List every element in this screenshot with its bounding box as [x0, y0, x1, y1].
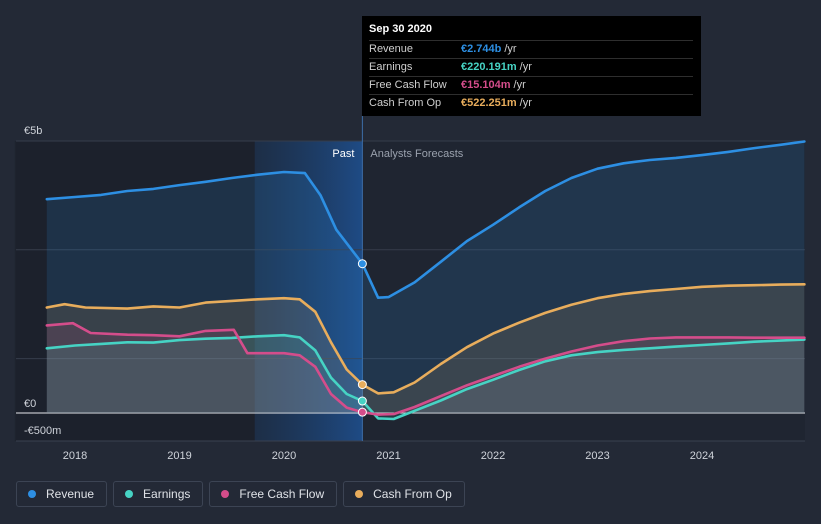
legend-item-free-cash-flow[interactable]: Free Cash Flow	[209, 481, 338, 507]
x-tick-label: 2023	[585, 450, 609, 462]
area-cash-from-op	[46, 284, 805, 413]
legend-label: Earnings	[143, 487, 191, 501]
line-cash-from-op	[45, 283, 806, 395]
area-revenue	[46, 141, 805, 413]
y-tick-label: €0	[24, 398, 36, 410]
legend-dot-icon	[221, 490, 230, 498]
line-earnings	[45, 333, 806, 421]
x-tick-label: 2021	[376, 450, 400, 462]
line-revenue	[45, 140, 806, 299]
x-tick-label: 2020	[272, 450, 296, 462]
tooltip: Sep 30 2020 Revenue €2.744b /yr Earnings…	[362, 16, 701, 116]
line-free-cash-flow	[45, 321, 806, 416]
marker-earnings	[357, 396, 367, 406]
legend: Revenue Earnings Free Cash Flow Cash Fro…	[16, 481, 465, 507]
tooltip-value: €522.251m	[461, 97, 517, 109]
x-tick-label: 2018	[63, 450, 87, 462]
tooltip-row-cash-from-op: Cash From Op €522.251m /yr	[369, 94, 693, 112]
tooltip-unit: /yr	[519, 61, 532, 73]
tooltip-unit: /yr	[513, 79, 526, 91]
hover-markers	[357, 259, 367, 417]
plot-background	[14, 141, 805, 441]
x-tick-label: 2024	[690, 450, 714, 462]
tooltip-label: Cash From Op	[369, 97, 442, 109]
y-tick-label: -€500m	[24, 425, 61, 437]
axis-labels: 2018 2019 2020 2021 2022 2023 2024 €5b €0 -€500m P…	[24, 125, 714, 462]
legend-label: Free Cash Flow	[239, 487, 325, 501]
y-tick-label: €5b	[24, 125, 42, 137]
legend-item-earnings[interactable]: Earnings	[113, 481, 204, 507]
tooltip-unit: /yr	[504, 43, 517, 55]
series-lines	[45, 140, 806, 421]
x-tick-label: 2019	[167, 450, 191, 462]
tooltip-date: Sep 30 2020	[369, 23, 432, 35]
legend-label: Cash From Op	[373, 487, 452, 501]
area-earnings	[46, 335, 805, 419]
series-areas	[46, 141, 805, 419]
x-tick-label: 2022	[481, 450, 505, 462]
marker-cash-from-op	[357, 380, 367, 390]
tooltip-label: Free Cash Flow	[369, 79, 447, 91]
legend-item-cash-from-op[interactable]: Cash From Op	[343, 481, 465, 507]
legend-dot-icon	[125, 490, 134, 498]
tooltip-label: Earnings	[369, 61, 413, 73]
tooltip-row-free-cash-flow: Free Cash Flow €15.104m /yr	[369, 76, 693, 94]
marker-free-cash-flow	[357, 407, 367, 417]
legend-label: Revenue	[46, 487, 95, 501]
tooltip-value: €15.104m	[461, 79, 511, 91]
tooltip-value: €220.191m	[461, 61, 517, 73]
tooltip-row-revenue: Revenue €2.744b /yr	[369, 40, 693, 58]
tooltip-value: €2.744b	[461, 43, 502, 55]
area-free-cash-flow	[46, 323, 805, 415]
marker-revenue	[357, 259, 367, 269]
legend-dot-icon	[355, 490, 364, 498]
tooltip-unit: /yr	[519, 97, 532, 109]
tooltip-row-earnings: Earnings €220.191m /yr	[369, 58, 693, 76]
forecast-label: Analysts Forecasts	[370, 148, 463, 160]
tooltip-label: Revenue	[369, 43, 414, 55]
legend-dot-icon	[28, 490, 36, 498]
past-label: Past	[332, 148, 354, 160]
legend-item-revenue[interactable]: Revenue	[16, 481, 108, 507]
